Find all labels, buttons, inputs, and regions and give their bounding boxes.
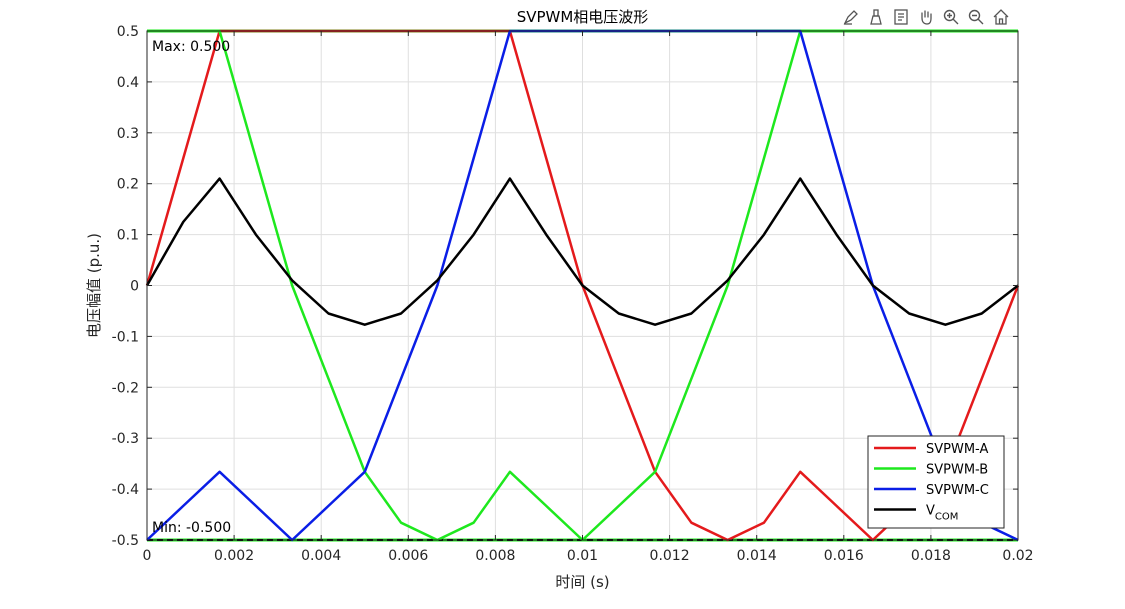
y-tick-label: -0.1 bbox=[112, 329, 139, 345]
zoom-in-icon[interactable] bbox=[940, 6, 962, 28]
x-tick-label: 0.02 bbox=[1002, 548, 1033, 564]
y-tick-label: -0.2 bbox=[112, 380, 139, 396]
x-tick-label: 0.01 bbox=[567, 548, 598, 564]
legend-entry-3: SVPWM-C bbox=[926, 483, 989, 498]
y-tick-label: 0.3 bbox=[117, 126, 139, 142]
pan-hand-icon[interactable] bbox=[915, 6, 937, 28]
datatip-icon[interactable] bbox=[890, 6, 912, 28]
x-tick-label: 0.012 bbox=[650, 548, 690, 564]
y-tick-label: 0.2 bbox=[117, 177, 139, 193]
legend[interactable]: SVPWM-A SVPWM-B SVPWM-C VCOM bbox=[867, 435, 1005, 529]
x-tick-label: 0.016 bbox=[824, 548, 864, 564]
y-tick-label: 0.1 bbox=[117, 228, 139, 244]
legend-box bbox=[867, 435, 1005, 529]
x-axis-label: 时间 (s) bbox=[555, 573, 609, 591]
max-annotation: Max: 0.500 bbox=[152, 39, 230, 55]
x-tick-label: 0 bbox=[143, 548, 152, 564]
x-tick-label: 0.014 bbox=[737, 548, 777, 564]
chart-title: SVPWM相电压波形 bbox=[517, 8, 649, 26]
y-tick-label: -0.4 bbox=[112, 482, 139, 498]
legend-entry-2: SVPWM-B bbox=[926, 463, 988, 478]
legend-entry-4: VCOM bbox=[926, 504, 958, 523]
y-tick-label: 0 bbox=[130, 279, 139, 295]
x-tick-label: 0.002 bbox=[214, 548, 254, 564]
y-axis-label: 电压幅值 (p.u.) bbox=[85, 233, 103, 338]
paint-icon[interactable] bbox=[865, 6, 887, 28]
brush-icon[interactable] bbox=[840, 6, 862, 28]
min-annotation: Min: -0.500 bbox=[152, 520, 231, 536]
y-tick-label: -0.3 bbox=[112, 431, 139, 447]
x-tick-label: 0.008 bbox=[475, 548, 515, 564]
y-tick-label: 0.5 bbox=[117, 24, 139, 40]
series-line-4 bbox=[145, 177, 1019, 326]
legend-entry-1: SVPWM-A bbox=[926, 442, 988, 457]
axis-ticks: 0 0.002 0.004 0.006 0.008 0.01 0.012 0.014 0.016… bbox=[112, 24, 1034, 564]
y-tick-label: 0.4 bbox=[117, 75, 139, 91]
axes-toolbar bbox=[840, 5, 1012, 29]
zoom-out-icon[interactable] bbox=[965, 6, 987, 28]
x-tick-label: 0.006 bbox=[388, 548, 428, 564]
y-tick-label: -0.5 bbox=[112, 533, 139, 549]
home-icon[interactable] bbox=[990, 6, 1012, 28]
x-tick-label: 0.004 bbox=[301, 548, 341, 564]
x-tick-label: 0.018 bbox=[911, 548, 951, 564]
